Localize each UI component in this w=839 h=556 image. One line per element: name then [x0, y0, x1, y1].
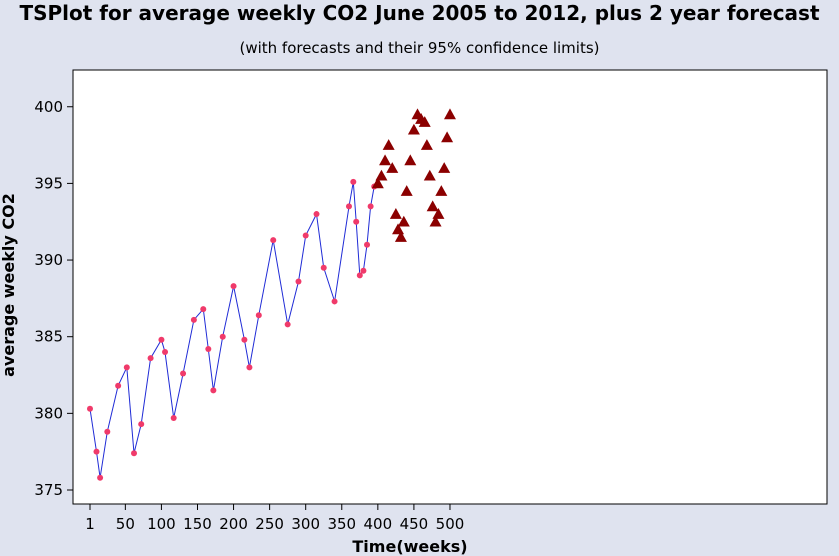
- observed-data-point: [115, 382, 122, 389]
- y-tick-label: 400: [34, 98, 63, 116]
- observed-data-point: [356, 272, 363, 279]
- y-axis: 375 380 385 390 395 400: [34, 98, 73, 499]
- observed-data-point: [320, 264, 327, 271]
- chart-subtitle: (with forecasts and their 95% confidence…: [239, 39, 600, 57]
- observed-data-point: [295, 278, 302, 285]
- observed-data-point: [284, 321, 291, 328]
- x-tick-label: 450: [400, 515, 429, 533]
- observed-data-point: [219, 333, 226, 340]
- observed-data-point: [255, 312, 262, 319]
- forecast-data-point: [371, 177, 384, 189]
- observed-data-point: [331, 298, 338, 305]
- forecast-data-point: [438, 162, 451, 173]
- forecast-data-point: [404, 154, 417, 166]
- forecast-data-point: [420, 139, 433, 150]
- y-tick-label: 395: [34, 174, 63, 192]
- observed-data-point: [360, 267, 367, 274]
- observed-data-point: [87, 405, 93, 412]
- y-tick-label: 385: [34, 328, 63, 346]
- observed-data-point: [180, 370, 187, 377]
- forecast-data-point: [429, 215, 442, 227]
- observed-data-point: [230, 283, 237, 290]
- series-layer: [87, 108, 456, 481]
- observed-data-point: [302, 232, 309, 239]
- observed-data-point: [270, 237, 277, 244]
- forecast-data-point: [386, 162, 399, 173]
- observed-data-point: [205, 345, 212, 352]
- observed-data-point: [138, 421, 145, 428]
- plot-area: [72, 69, 828, 505]
- x-axis: 1 50 100 150 200 250 300 350 400 450 500: [85, 504, 464, 533]
- forecast-data-point: [435, 185, 448, 196]
- observed-data-point: [345, 203, 352, 210]
- observed-data-point: [123, 364, 130, 371]
- y-tick-label: 380: [34, 404, 63, 422]
- x-tick-label: 350: [327, 515, 356, 533]
- forecast-data-point: [397, 215, 410, 227]
- x-tick-label: 250: [255, 515, 284, 533]
- forecast-data-point: [400, 185, 413, 196]
- forecast-data-point: [432, 208, 445, 219]
- observed-data-point: [367, 203, 374, 210]
- y-axis-title: average weekly CO2: [0, 193, 18, 377]
- x-tick-label: 150: [183, 515, 212, 533]
- forecast-data-point: [426, 200, 439, 212]
- chart-title: TSPlot for average weekly CO2 June 2005 …: [19, 1, 820, 25]
- x-axis-title: Time(weeks): [352, 537, 467, 556]
- x-tick-label: 400: [364, 515, 393, 533]
- observed-data-point: [350, 178, 357, 185]
- observed-data-point: [147, 355, 154, 362]
- observed-data-point: [162, 349, 169, 356]
- y-tick-label: 375: [34, 481, 63, 499]
- observed-data-point: [364, 241, 371, 248]
- observed-data-point: [93, 448, 100, 455]
- observed-data-point: [353, 218, 360, 225]
- x-tick-label: 200: [219, 515, 248, 533]
- forecast-data-point: [382, 139, 395, 150]
- observed-data-point: [170, 414, 177, 421]
- observed-data-point: [104, 428, 111, 435]
- x-tick-label: 50: [116, 515, 135, 533]
- observed-data-point: [200, 306, 207, 313]
- forecast-data-point: [423, 169, 436, 181]
- observed-data-point: [97, 474, 104, 481]
- forecast-data-point: [407, 123, 420, 135]
- x-tick-label: 300: [291, 515, 320, 533]
- observed-data-point: [131, 450, 138, 457]
- x-tick-label: 100: [147, 515, 176, 533]
- observed-data-point: [158, 336, 165, 343]
- observed-data-point: [210, 387, 217, 394]
- forecast-data-point: [379, 154, 392, 166]
- y-tick-label: 390: [34, 251, 63, 269]
- forecast-data-point: [441, 131, 454, 143]
- x-tick-label: 500: [436, 515, 465, 533]
- x-tick-label: 1: [85, 515, 95, 533]
- observed-data-point: [246, 364, 253, 371]
- forecast-data-point: [375, 169, 388, 181]
- observed-data-point: [313, 211, 320, 218]
- forecast-data-point: [389, 208, 402, 219]
- forecast-data-point: [418, 116, 431, 127]
- forecast-data-point: [394, 231, 407, 242]
- forecast-data-point: [443, 108, 456, 120]
- observed-data-point: [190, 316, 197, 323]
- observed-data-point: [241, 336, 248, 343]
